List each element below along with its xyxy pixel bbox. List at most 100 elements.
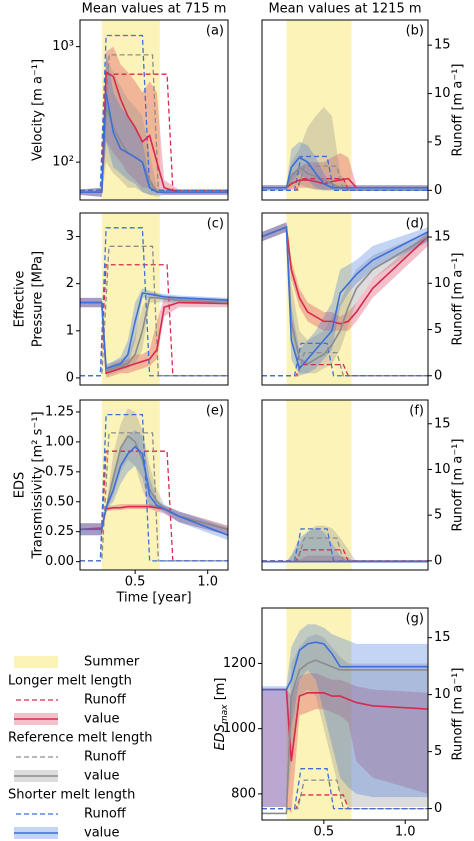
legend-label: value xyxy=(84,769,120,784)
y-tick-label: 3 xyxy=(66,229,74,244)
y2-tick-label: 10 xyxy=(434,276,451,291)
band xyxy=(262,528,428,562)
axes-frame xyxy=(261,607,429,821)
panel-label: (g) xyxy=(406,612,424,627)
axes-frame xyxy=(79,19,229,201)
value-line xyxy=(262,688,428,762)
y-tick-label: 0.75 xyxy=(45,464,74,479)
value-line xyxy=(262,659,428,815)
value-line xyxy=(262,225,428,365)
legend-group-title: Shorter melt length xyxy=(8,788,135,803)
legend-summer-swatch xyxy=(14,656,58,668)
axes-frame xyxy=(261,19,429,201)
band xyxy=(80,46,228,197)
x-tick-label: 0.5 xyxy=(125,575,146,590)
axes-frame xyxy=(79,399,229,571)
band xyxy=(262,525,428,562)
axes-frame xyxy=(79,212,229,386)
y2-tick-label: 15 xyxy=(434,416,451,431)
y2-tick-label: 10 xyxy=(434,462,451,477)
plot-area xyxy=(262,400,428,570)
y-tick-label: 1200 xyxy=(223,656,256,671)
value-line xyxy=(80,297,228,372)
y-axis-label: Transmissivity [m² s⁻¹] xyxy=(31,411,46,559)
y2-axis-label: Runoff [m a⁻¹] xyxy=(451,668,466,761)
band xyxy=(262,555,428,562)
y2-axis-label: Runoff [m a⁻¹] xyxy=(451,439,466,532)
band xyxy=(80,408,228,536)
legend-label: Runoff xyxy=(84,750,127,765)
y-axis-label-sub: max xyxy=(220,704,230,724)
value-line xyxy=(80,301,228,375)
y-tick-label: 0.50 xyxy=(45,494,74,509)
y-axis-label: Pressure [MPa] xyxy=(31,251,46,347)
y2-tick-label: 5 xyxy=(434,744,442,759)
legend-label: value xyxy=(84,712,120,727)
plot-area xyxy=(80,213,228,385)
y2-tick-label: 10 xyxy=(434,86,451,101)
y-tick-label: 800 xyxy=(231,786,256,801)
y-tick-label: 0.00 xyxy=(45,554,74,569)
value-line xyxy=(262,641,428,691)
band xyxy=(262,141,428,191)
y2-tick-label: 0 xyxy=(434,183,442,198)
band xyxy=(80,504,228,536)
legend-label: Runoff xyxy=(84,693,127,708)
y2-tick-label: 5 xyxy=(434,508,442,523)
band xyxy=(262,634,428,814)
y2-axis-label: Runoff [m a⁻¹] xyxy=(451,253,466,346)
y-axis-label-unit: [m] xyxy=(213,677,228,704)
y2-tick-label: 5 xyxy=(434,322,442,337)
band xyxy=(80,57,228,197)
y2-tick-label: 15 xyxy=(434,630,451,645)
y-axis-label: Velocity [m a⁻¹] xyxy=(31,59,46,161)
band xyxy=(262,222,428,374)
runoff-line xyxy=(262,155,428,191)
panel-label: (e) xyxy=(206,404,224,419)
value-line xyxy=(262,226,428,325)
panel-label: (b) xyxy=(406,24,424,39)
y-axis-label-main: EDS xyxy=(213,724,228,750)
panel-label: (a) xyxy=(206,24,224,39)
y-tick-label: 1000 xyxy=(223,721,256,736)
runoff-line xyxy=(80,227,228,377)
y-tick-label: 2 xyxy=(66,276,74,291)
y2-axis-label: Runoff [m a⁻¹] xyxy=(451,64,466,157)
summer-span xyxy=(286,400,352,570)
runoff-line xyxy=(262,768,428,810)
value-line xyxy=(80,445,228,537)
plot-area xyxy=(262,608,428,820)
band xyxy=(80,297,228,378)
value-line xyxy=(80,292,228,370)
y-axis-label: Effective xyxy=(13,271,28,328)
y-tick-label: 1.00 xyxy=(45,434,74,449)
legend-label: value xyxy=(84,826,120,841)
y2-tick-label: 0 xyxy=(434,368,442,383)
y-tick-label: 0.25 xyxy=(45,524,74,539)
runoff-line xyxy=(80,34,228,191)
plot-area xyxy=(262,20,428,200)
legend-label: Summer xyxy=(84,655,140,670)
plot-area xyxy=(262,213,428,385)
x-tick-label: 1.0 xyxy=(395,825,416,840)
value-line xyxy=(262,156,428,189)
panel-label: (f) xyxy=(409,404,424,419)
legend-label: Runoff xyxy=(84,807,127,822)
y-axis-label: EDSmax [m] xyxy=(213,677,230,750)
axes-frame xyxy=(261,212,429,386)
x-axis-label: Time [year] xyxy=(115,591,191,606)
panel-label: (c) xyxy=(207,217,224,232)
band xyxy=(80,51,228,197)
summer-span xyxy=(101,20,160,200)
x-tick-label: 0.5 xyxy=(313,825,334,840)
value-line xyxy=(262,225,428,371)
column-title: Mean values at 1215 m xyxy=(268,2,421,17)
y-tick-label: 1.25 xyxy=(45,404,74,419)
runoff-line xyxy=(80,413,228,562)
legend-group-title: Longer melt length xyxy=(8,674,132,689)
plot-area xyxy=(80,400,228,570)
runoff-line xyxy=(262,165,428,191)
y2-tick-label: 10 xyxy=(434,687,451,702)
band xyxy=(262,673,428,814)
